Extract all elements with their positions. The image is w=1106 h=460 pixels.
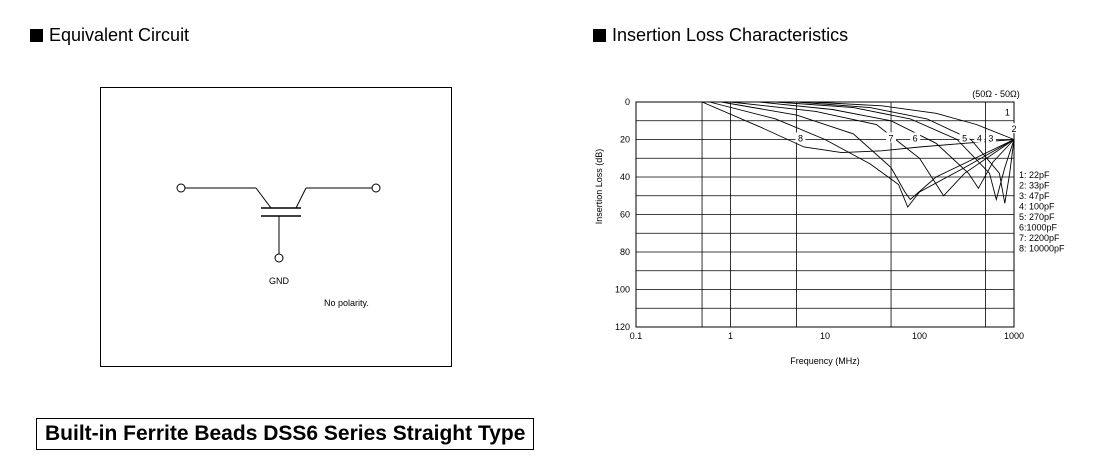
series-line [721,101,1015,201]
equivalent-circuit-heading-text: Equivalent Circuit [49,25,190,45]
series-line [709,101,1015,208]
curve-label-bg [910,132,921,143]
curve-label-bg [795,132,806,143]
x-tick-label: 0.1 [630,331,643,341]
x-tick-label: 10 [820,331,830,341]
wire-right-diagonal [295,187,307,209]
ground-terminal-icon [274,253,284,263]
legend-entry: 7: 2200pF [1019,233,1060,243]
equivalent-circuit-diagram: GND No polarity. [100,87,452,367]
legend-entry: 1: 22pF [1019,170,1050,180]
curve-number-label: 8 [798,134,803,144]
series-line [730,101,1015,197]
y-tick-label: 60 [620,210,630,220]
gnd-label: GND [269,276,290,286]
insertion-loss-chart: 0 20 40 60 80 100 120 0.1 1 10 100 1000 Frequency (M… [590,85,1090,375]
y-axis-label: Insertion Loss (dB) [594,149,604,225]
y-tick-label: 20 [620,135,630,145]
curve-label-bg [886,132,897,143]
y-tick-label: 120 [615,322,630,332]
curve-label-bg [1002,106,1013,117]
condition-label: (50Ω - 50Ω) [972,89,1019,99]
legend-entry: 8: 10000pF [1019,244,1065,254]
y-tick-label: 80 [620,247,630,257]
curve-number-label: 1 [1005,107,1010,117]
x-tick-label: 1 [728,331,733,341]
curve-number-label: 7 [889,134,894,144]
equivalent-circuit-heading: Equivalent Circuit [30,25,189,45]
legend-entry: 3: 47pF [1019,191,1050,201]
curve-number-label: 3 [988,134,993,144]
legend-entry: 2: 33pF [1019,181,1050,191]
curve-number-label: 5 [962,134,967,144]
series-line [775,101,1015,202]
series-line [810,101,1015,140]
legend-entry: 6:1000pF [1019,223,1058,233]
curve-label-bg [1009,123,1019,134]
legend-entry: 5: 270pF [1019,212,1055,222]
x-tick-label: 1000 [1004,331,1024,341]
curve-number-label: 4 [977,134,982,144]
square-bullet-icon [593,28,606,42]
legend-entry: 4: 100pF [1019,202,1055,212]
y-tick-label: 40 [620,172,630,182]
series-line [758,101,1015,190]
curve-label-bg [959,132,970,143]
series-line [701,101,1015,154]
product-series-title: Built-in Ferrite Beads DSS6 Series Strai… [36,418,535,450]
curve-number-label: 2 [1011,124,1016,134]
wire-left-diagonal [255,187,272,209]
terminal-right-icon [371,183,381,193]
series-line [796,101,1015,204]
curve-number-label: 6 [913,134,918,144]
insertion-loss-heading: Insertion Loss Characteristics [593,25,848,45]
y-tick-label: 0 [625,97,630,107]
x-axis-label: Frequency (MHz) [790,356,860,366]
curve-label-bg [974,132,985,143]
polarity-note: No polarity. [324,298,369,308]
x-tick-label: 100 [912,331,927,341]
y-tick-label: 100 [615,285,630,295]
terminal-left-icon [176,183,186,193]
insertion-loss-heading-text: Insertion Loss Characteristics [612,25,849,45]
curve-label-bg [985,132,996,143]
square-bullet-icon [30,28,43,42]
